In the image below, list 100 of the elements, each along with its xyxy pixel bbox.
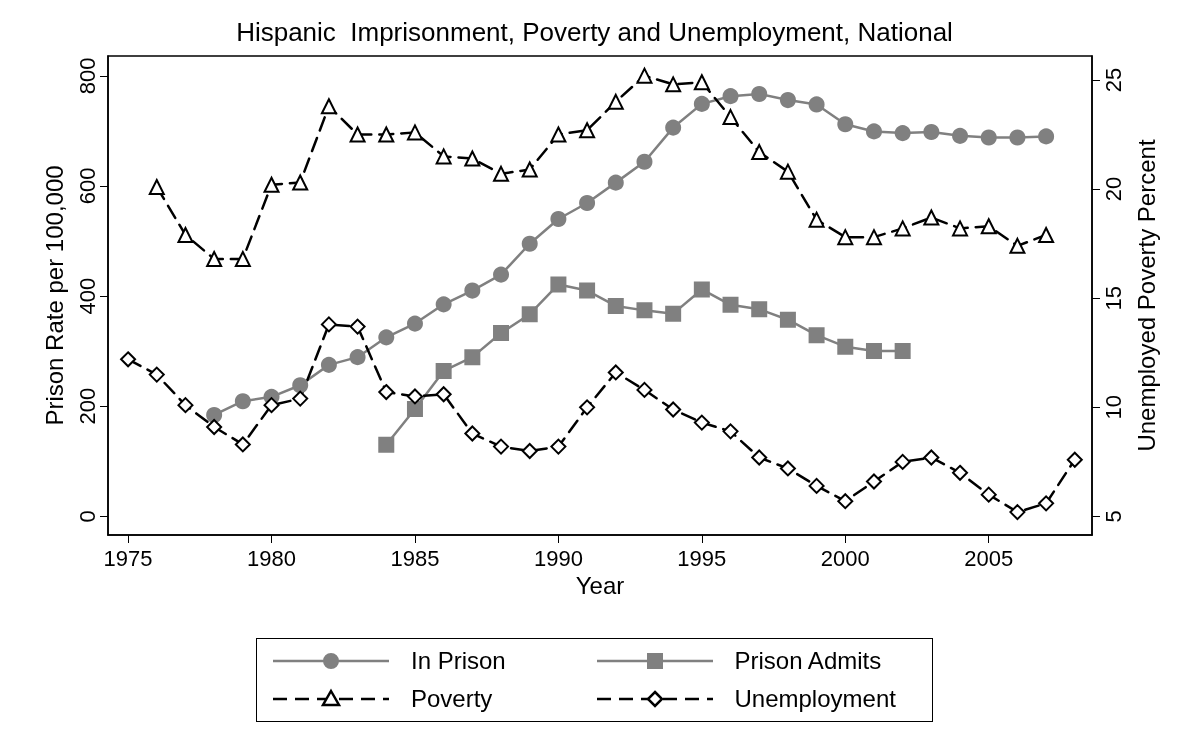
- y2-tick-label: 15: [1100, 285, 1126, 311]
- point: [779, 460, 796, 477]
- point: [607, 174, 624, 191]
- point: [406, 400, 423, 417]
- point: [521, 235, 538, 252]
- y2-tick-label: 25: [1100, 67, 1126, 93]
- x-tick-label: 1975: [103, 545, 153, 571]
- point: [1038, 226, 1055, 243]
- point: [464, 425, 481, 442]
- point: [435, 296, 452, 313]
- point: [206, 418, 223, 435]
- x-tick-label: 1985: [390, 545, 440, 571]
- y-tick-label: 200: [74, 387, 100, 425]
- point: [607, 364, 624, 381]
- point: [665, 76, 682, 93]
- point: [292, 390, 309, 407]
- legend-label: Prison Admits: [734, 647, 882, 675]
- point: [808, 477, 825, 494]
- x-tick-label: 1995: [677, 545, 727, 571]
- point: [406, 315, 423, 332]
- point: [378, 384, 395, 401]
- point: [521, 161, 538, 178]
- point: [722, 423, 739, 440]
- point: [636, 302, 653, 319]
- chart-title: Hispanic Imprisonment, Poverty and Unemployment, National: [236, 17, 953, 47]
- point: [521, 306, 538, 323]
- point: [636, 381, 653, 398]
- point: [579, 282, 596, 299]
- point: [722, 88, 739, 105]
- y-tick-label: 400: [74, 277, 100, 315]
- point: [865, 343, 882, 360]
- point: [521, 442, 538, 459]
- point: [980, 129, 997, 146]
- legend-label: In Prison: [411, 647, 506, 675]
- point: [808, 211, 825, 228]
- point: [579, 195, 596, 211]
- point: [320, 98, 337, 115]
- point: [406, 124, 423, 141]
- point: [751, 301, 768, 318]
- point: [464, 282, 481, 299]
- point: [1038, 128, 1055, 145]
- point: [1009, 237, 1026, 254]
- point: [665, 401, 682, 418]
- y-axis-title: Prison Rate per 100,000: [40, 165, 68, 426]
- point: [693, 74, 710, 91]
- point: [865, 473, 882, 490]
- point: [722, 109, 739, 126]
- point: [837, 229, 854, 246]
- point: [894, 125, 911, 142]
- point: [177, 226, 194, 243]
- point: [894, 220, 911, 237]
- point: [493, 165, 510, 182]
- point: [292, 174, 309, 191]
- point: [435, 148, 452, 165]
- point: [1066, 451, 1083, 468]
- legend-label: Unemployment: [734, 685, 896, 713]
- point: [493, 438, 510, 455]
- point: [779, 92, 796, 109]
- point: [751, 449, 768, 466]
- point: [1009, 129, 1026, 146]
- point: [894, 453, 911, 470]
- point: [320, 356, 337, 373]
- point: [464, 150, 481, 167]
- point: [177, 397, 194, 414]
- y-tick-label: 800: [74, 57, 100, 95]
- x-tick-label: 1990: [533, 545, 583, 571]
- point: [952, 220, 969, 237]
- point: [378, 329, 395, 346]
- y2-tick-label: 20: [1100, 176, 1126, 202]
- point: [837, 338, 854, 355]
- point: [120, 351, 137, 368]
- point: [550, 126, 567, 143]
- point: [550, 438, 567, 455]
- point: [636, 153, 653, 170]
- point: [779, 311, 796, 328]
- y-tick-label: 0: [74, 510, 100, 523]
- point: [206, 406, 223, 423]
- point: [952, 464, 969, 481]
- point: [808, 327, 825, 344]
- point: [148, 366, 165, 383]
- x-axis-title: Year: [575, 572, 625, 600]
- point: [865, 229, 882, 246]
- point: [263, 176, 280, 193]
- point: [837, 493, 854, 510]
- point: [148, 178, 165, 195]
- point: [722, 296, 739, 313]
- point: [980, 486, 997, 503]
- point: [693, 281, 710, 298]
- point: [636, 67, 653, 84]
- point: [894, 343, 911, 360]
- point: [206, 250, 223, 267]
- point: [923, 449, 940, 466]
- point: [550, 210, 567, 227]
- x-tick-label: 1980: [247, 545, 296, 571]
- point: [837, 116, 854, 133]
- point: [665, 305, 682, 322]
- point: [234, 250, 251, 267]
- y2-tick-label: 5: [1100, 510, 1126, 523]
- point: [464, 349, 481, 366]
- point: [234, 436, 251, 453]
